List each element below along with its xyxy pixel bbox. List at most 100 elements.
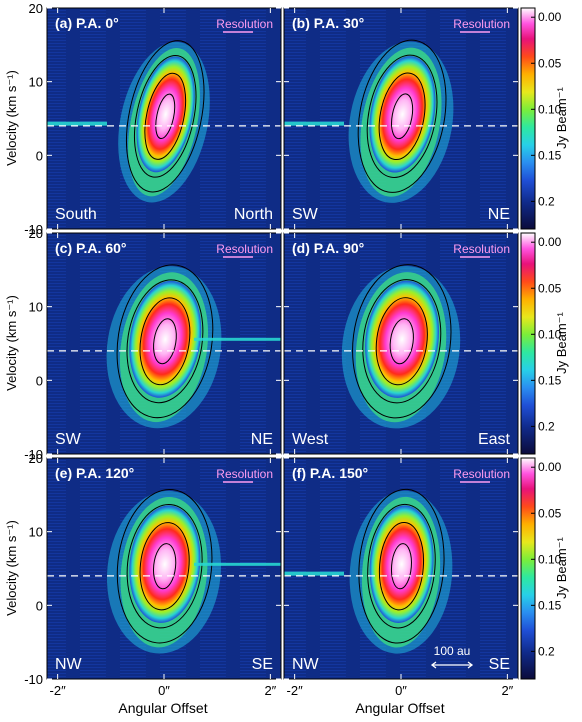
emission-layer — [284, 39, 454, 203]
x-tick-label: 2″ — [501, 683, 513, 698]
contour-line — [116, 488, 213, 644]
contour-line — [153, 318, 177, 365]
direction-label-right: NE — [488, 206, 510, 223]
y-tick-label: 10 — [29, 300, 43, 315]
contour-line — [139, 522, 190, 611]
panel-title: (c) P.A. 60° — [55, 240, 126, 256]
colorbar-tick-label: 0.05 — [538, 281, 562, 295]
colorbar-tick-label: 0.15 — [538, 373, 562, 387]
colorbar-label: Jy Beam⁻¹ — [554, 86, 569, 148]
contour-line — [152, 543, 177, 590]
y-tick-label: 20 — [29, 451, 43, 466]
contour-line — [358, 488, 445, 644]
colorbar-gradient — [520, 7, 536, 230]
emission-layer — [106, 264, 281, 429]
colorbar: 0.2 0.15 0.10 0.05 0.00 — [520, 232, 562, 455]
colorbar-label: Jy Beam⁻¹ — [554, 311, 569, 373]
panel-title: (d) P.A. 90° — [292, 240, 364, 256]
y-tick-label: 10 — [29, 75, 43, 90]
x-tick-label: -2″ — [50, 683, 67, 698]
contour-line — [378, 522, 425, 611]
colorbar: 0.2 0.15 0.10 0.05 0.00 — [520, 457, 562, 680]
emission-streak — [284, 571, 344, 576]
colorbar-label: Jy Beam⁻¹ — [554, 536, 569, 598]
resolution-label: Resolution — [216, 17, 273, 31]
emission-core — [365, 280, 439, 398]
contour-line — [116, 264, 214, 419]
resolution-label: Resolution — [453, 242, 510, 256]
emission-streak — [284, 121, 344, 126]
contour-line — [375, 297, 428, 386]
direction-label-left: SW — [55, 431, 82, 448]
y-tick-label: 10 — [29, 525, 43, 540]
colorbar-tick-label: 0.05 — [538, 56, 562, 70]
emission-core — [369, 56, 436, 173]
contour-line — [155, 93, 176, 140]
direction-label-right: North — [234, 206, 273, 223]
panel-title: (b) P.A. 30° — [292, 15, 364, 31]
direction-label-left: NW — [292, 656, 320, 673]
emission-core — [129, 505, 201, 623]
pv-panel: -10 0 10 20 -2″ 0″ 2″ (e) P.A. 120° Resolution NW… — [24, 451, 282, 698]
direction-label-left: NW — [55, 656, 83, 673]
contour-line — [126, 504, 203, 629]
y-tick-label: 0 — [36, 373, 43, 388]
emission-layer — [341, 264, 461, 429]
colorbar-gradient — [520, 457, 536, 680]
x-tick-label: -2″ — [287, 683, 304, 698]
colorbar-tick-label: 0.2 — [538, 644, 555, 658]
emission-streak — [194, 562, 281, 566]
scale-bar-arrows — [430, 661, 474, 669]
x-tick-label: 0″ — [395, 683, 407, 698]
emission-core — [136, 56, 195, 173]
y-tick-label: 0 — [36, 598, 43, 613]
direction-label-left: SW — [292, 206, 319, 223]
panel-title: (f) P.A. 150° — [292, 465, 368, 481]
colorbar-tick-label: 0.10 — [538, 327, 562, 341]
resolution-label: Resolution — [453, 17, 510, 31]
colorbar: 0.2 0.15 0.10 0.05 0.00 — [520, 7, 562, 230]
contour-line — [362, 279, 442, 404]
contour-line — [357, 39, 447, 193]
pv-panel: -10 0 10 20 (a) P.A. 0° Resolution South North — [24, 1, 282, 237]
colorbar-tick-label: 0.10 — [538, 102, 562, 116]
scale-bar-label: 100 au — [434, 644, 471, 658]
resolution-label: Resolution — [216, 467, 273, 481]
pv-panel: -10 0 10 20 (c) P.A. 60° Resolution SW NE — [24, 226, 282, 462]
x-axis-label: Angular Offset — [355, 700, 444, 716]
contour-line — [134, 54, 197, 178]
y-tick-label: -10 — [24, 447, 43, 462]
emission-layer — [106, 488, 281, 654]
direction-label-right: SE — [252, 656, 273, 673]
y-tick-label: 20 — [29, 1, 43, 16]
x-tick-label: 2″ — [264, 683, 276, 698]
x-tick-label: 0″ — [158, 683, 170, 698]
colorbar-tick-label: 0.2 — [538, 419, 555, 433]
emission-core — [369, 505, 434, 623]
direction-label-right: NE — [251, 431, 273, 448]
panel-title: (e) P.A. 120° — [55, 465, 134, 481]
contour-line — [366, 54, 438, 178]
contour-line — [352, 264, 452, 419]
emission-layer — [47, 40, 210, 203]
y-tick-label: -10 — [24, 222, 43, 237]
contour-line — [389, 318, 414, 365]
colorbar-tick-label: 0.15 — [538, 148, 562, 162]
colorbar-gradient — [520, 232, 536, 455]
contour-line — [144, 72, 187, 160]
colorbar-tick-label: 0.2 — [538, 194, 555, 208]
pv-panel: (b) P.A. 30° Resolution SW NE — [283, 7, 519, 230]
emission-streak — [194, 337, 281, 341]
direction-label-left: West — [292, 431, 329, 448]
direction-label-left: South — [55, 206, 97, 223]
y-tick-label: 0 — [36, 148, 43, 163]
colorbar-tick-label: 0.00 — [538, 235, 562, 249]
colorbar-tick-label: 0.05 — [538, 506, 562, 520]
contour-line — [126, 279, 204, 404]
colorbar-tick-label: 0.00 — [538, 10, 562, 24]
pv-panel: -2″ 0″ 2″ (f) P.A. 150° Resolution NW SE 100 au — [283, 457, 519, 698]
contour-line — [126, 40, 205, 193]
contour-line — [367, 503, 436, 629]
emission-streak — [47, 121, 107, 126]
